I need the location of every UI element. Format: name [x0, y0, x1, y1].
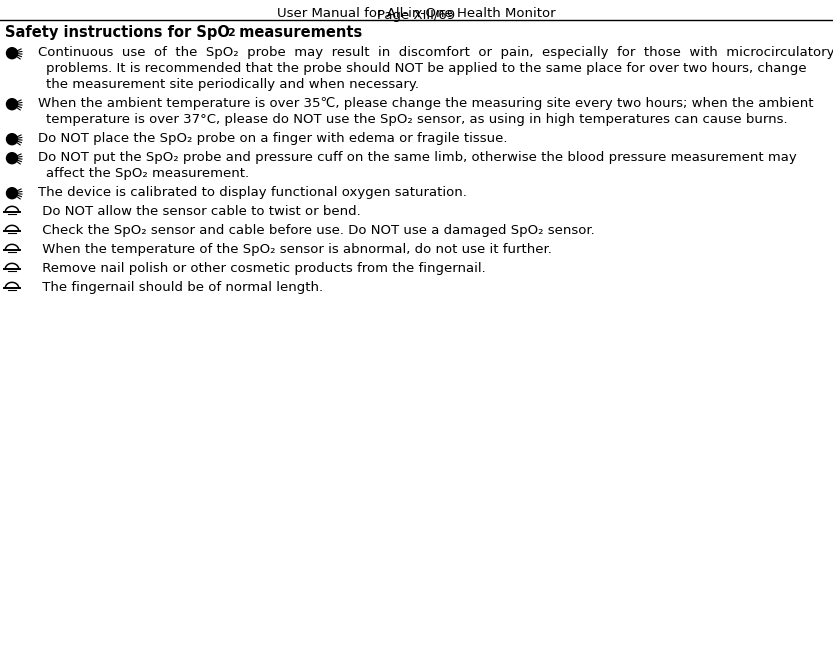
Text: User Manual for All-in-One Health Monitor: User Manual for All-in-One Health Monito…: [277, 7, 556, 20]
Text: measurements: measurements: [234, 25, 362, 40]
Text: Do NOT allow the sensor cable to twist or bend.: Do NOT allow the sensor cable to twist o…: [38, 205, 361, 218]
Text: Page XIII/69: Page XIII/69: [377, 10, 456, 23]
Polygon shape: [5, 282, 19, 288]
Circle shape: [7, 99, 17, 110]
Text: Continuous  use  of  the  SpO₂  probe  may  result  in  discomfort  or  pain,  e: Continuous use of the SpO₂ probe may res…: [38, 46, 833, 59]
Text: 2: 2: [227, 28, 235, 37]
Text: Do NOT place the SpO₂ probe on a finger with edema or fragile tissue.: Do NOT place the SpO₂ probe on a finger …: [38, 132, 507, 145]
Text: Do NOT put the SpO₂ probe and pressure cuff on the same limb, otherwise the bloo: Do NOT put the SpO₂ probe and pressure c…: [38, 151, 796, 164]
Circle shape: [7, 48, 17, 59]
Polygon shape: [5, 225, 19, 231]
Text: When the temperature of the SpO₂ sensor is abnormal, do not use it further.: When the temperature of the SpO₂ sensor …: [38, 243, 552, 256]
Text: The device is calibrated to display functional oxygen saturation.: The device is calibrated to display func…: [38, 186, 466, 199]
Circle shape: [7, 134, 17, 145]
Text: When the ambient temperature is over 35℃, please change the measuring site every: When the ambient temperature is over 35℃…: [38, 97, 814, 110]
Text: temperature is over 37°C, please do NOT use the SpO₂ sensor, as using in high te: temperature is over 37°C, please do NOT …: [46, 113, 788, 126]
Polygon shape: [5, 264, 19, 269]
Circle shape: [7, 188, 17, 199]
Text: affect the SpO₂ measurement.: affect the SpO₂ measurement.: [46, 167, 249, 180]
Text: the measurement site periodically and when necessary.: the measurement site periodically and wh…: [46, 78, 419, 91]
Text: Check the SpO₂ sensor and cable before use. Do NOT use a damaged SpO₂ sensor.: Check the SpO₂ sensor and cable before u…: [38, 224, 595, 237]
Polygon shape: [5, 206, 19, 212]
Text: Safety instructions for SpO: Safety instructions for SpO: [5, 25, 230, 40]
Text: problems. It is recommended that the probe should NOT be applied to the same pla: problems. It is recommended that the pro…: [46, 62, 806, 75]
Circle shape: [7, 152, 17, 163]
Text: The fingernail should be of normal length.: The fingernail should be of normal lengt…: [38, 281, 323, 294]
Text: Remove nail polish or other cosmetic products from the fingernail.: Remove nail polish or other cosmetic pro…: [38, 262, 486, 275]
Polygon shape: [5, 244, 19, 250]
